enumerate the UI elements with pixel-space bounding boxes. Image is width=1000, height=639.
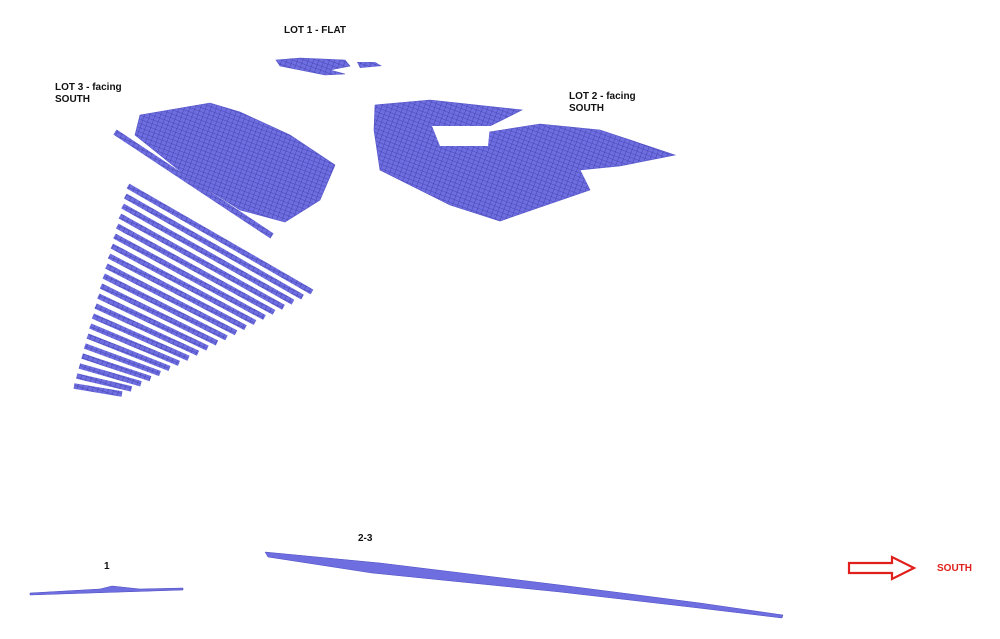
profile-1 [29, 585, 184, 596]
panel-area [275, 57, 351, 76]
panel-row [113, 129, 274, 239]
panel-area [357, 62, 382, 68]
panel-row [97, 293, 209, 351]
direction-label: SOUTH [937, 563, 972, 574]
panel-row [121, 203, 295, 305]
panel-row [118, 213, 285, 310]
lot-2-label: LOT 2 - facing [569, 91, 636, 102]
panel-row [110, 243, 257, 326]
direction-arrow [847, 555, 917, 581]
lot-1-label: LOT 1 - FLAT [284, 25, 346, 36]
panel-row [115, 223, 276, 315]
lot-2 [373, 99, 677, 222]
panel-area [373, 99, 677, 222]
panel-row [123, 193, 304, 300]
panel-row [113, 233, 266, 320]
panel-row [86, 333, 171, 372]
panel-row [91, 313, 190, 361]
panel-row [94, 303, 200, 356]
panel-row [81, 353, 152, 382]
lot-3 [73, 102, 336, 397]
panel-row [99, 283, 219, 346]
panel-row [73, 383, 123, 397]
lot-3-label: LOT 3 - facing [55, 82, 122, 93]
profile-label: 1 [104, 561, 110, 572]
panel-row [105, 263, 238, 336]
panel-row [76, 373, 133, 392]
panel-area [134, 102, 336, 223]
panel-row [102, 273, 228, 341]
panel-row [126, 183, 314, 295]
panel-row [83, 343, 161, 377]
profile-label: 2-3 [358, 533, 373, 544]
panel-row [78, 363, 142, 387]
panel-row [107, 253, 247, 331]
gap [432, 126, 490, 146]
profile-2-3 [264, 551, 784, 619]
panel-row [89, 323, 181, 366]
lot-1 [275, 57, 382, 76]
lot-2-label: SOUTH [569, 103, 604, 114]
lot-3-label: SOUTH [55, 94, 90, 105]
